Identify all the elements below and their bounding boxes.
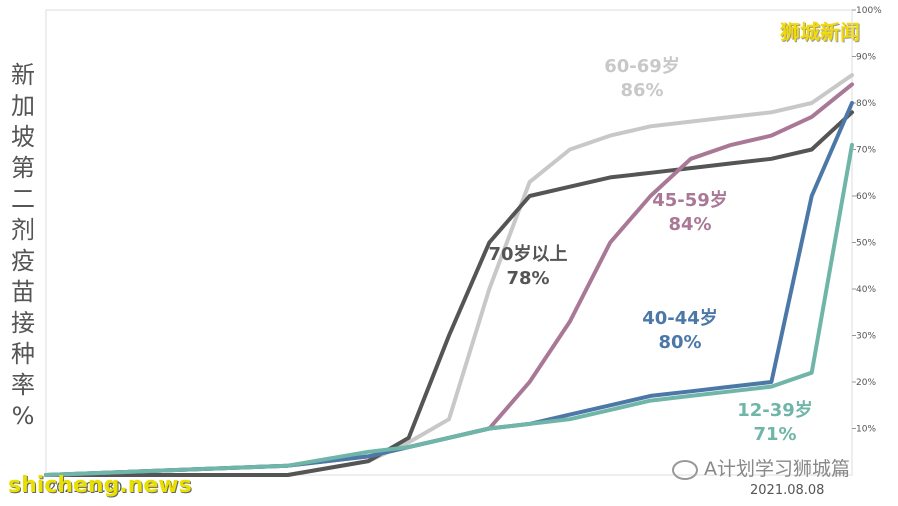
series-name-label: 45-59岁 [652, 189, 728, 211]
y-axis-title-char: 苗 [11, 278, 35, 306]
y-axis-title-char: 率 [11, 371, 35, 399]
y-axis-title-char: 种 [11, 340, 35, 368]
y-axis-title-char: 二 [11, 185, 35, 213]
y-tick-label: 80% [856, 99, 876, 109]
wechat-icon [672, 459, 698, 480]
y-tick-label: 70% [856, 146, 876, 156]
y-axis-title-char: 加 [11, 92, 35, 120]
y-tick-label: 50% [856, 239, 876, 249]
series-name-label: 70岁以上 [488, 243, 567, 265]
y-axis-title-char: % [11, 402, 35, 430]
y-axis-title-char: 剂 [11, 216, 35, 244]
y-tick-label: 60% [856, 192, 876, 202]
series-name-label: 12-39岁 [737, 399, 813, 421]
series-line-0 [44, 73, 854, 477]
series-name-label: 40-44岁 [642, 307, 718, 329]
brand-logo: 狮城新闻 [780, 20, 860, 44]
plot-area [45, 9, 853, 476]
y-axis-title: 新加坡第二剂疫苗接种率% [8, 60, 38, 432]
watermark-right: A计划学习狮城篇 [672, 454, 850, 481]
y-tick-label: 90% [856, 53, 876, 63]
y-tick-label: 30% [856, 332, 876, 342]
y-axis-title-char: 第 [11, 154, 35, 182]
y-tick-label: 20% [856, 378, 876, 388]
series-value-label: 84% [668, 214, 711, 235]
watermark-right-text: A计划学习狮城篇 [704, 458, 850, 480]
y-axis-title-char: 新 [11, 61, 35, 89]
y-axis-title-char: 接 [11, 309, 35, 337]
series-line-4 [44, 142, 854, 477]
series-value-label: 71% [753, 424, 796, 445]
y-axis-title-char: 坡 [11, 123, 35, 151]
series-value-label: 86% [620, 80, 663, 101]
x-tick-end: 2021.08.08 [750, 483, 825, 498]
series-name-label: 60-69岁 [604, 55, 680, 77]
series-line-3 [44, 101, 854, 477]
series-value-label: 78% [506, 268, 549, 289]
watermark-left: shicheng.news [8, 473, 192, 498]
y-tick-label: 10% [856, 425, 876, 435]
y-tick-label: 40% [856, 285, 876, 295]
y-tick-label: 100% [856, 6, 882, 16]
y-axis-title-char: 疫 [11, 247, 35, 275]
x-tick-start: 2021.01.30 [48, 481, 123, 496]
series-value-label: 80% [658, 332, 701, 353]
